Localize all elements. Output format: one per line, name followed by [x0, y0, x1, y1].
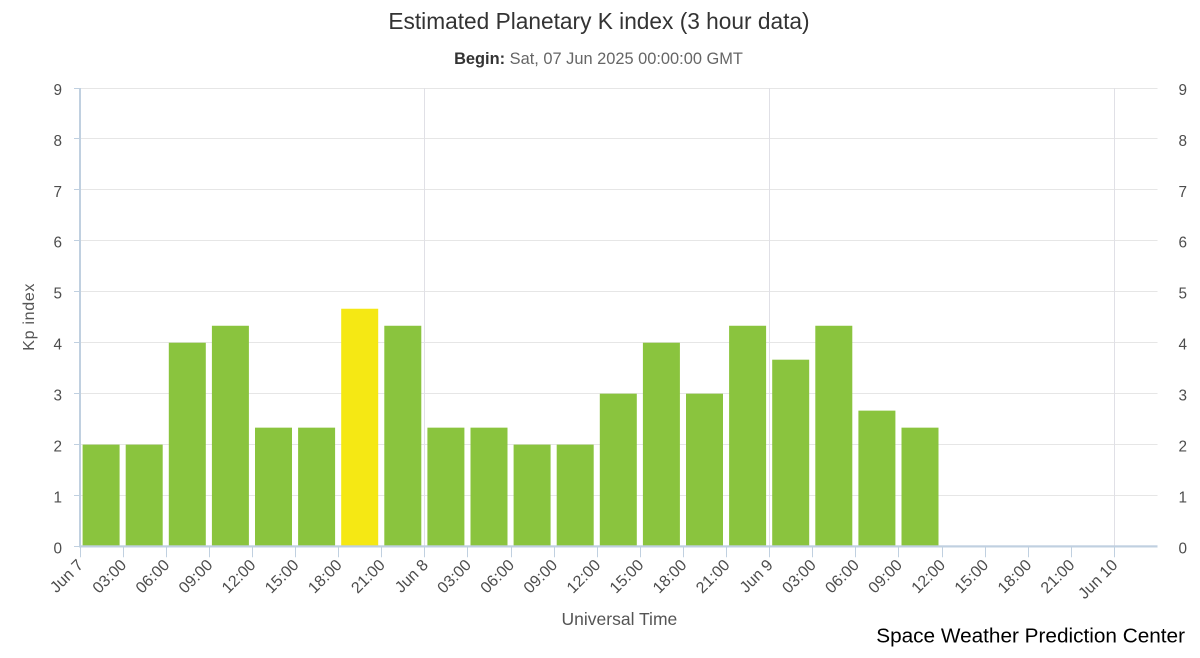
svg-text:2: 2	[53, 439, 62, 456]
svg-text:Begin: Sat, 07 Jun 2025 00:00:: Begin: Sat, 07 Jun 2025 00:00:00 GMT	[454, 50, 743, 68]
svg-text:0: 0	[53, 540, 62, 557]
svg-text:8: 8	[1179, 133, 1188, 150]
svg-text:5: 5	[53, 286, 62, 303]
svg-text:7: 7	[53, 184, 62, 201]
svg-text:Universal Time: Universal Time	[562, 609, 678, 629]
svg-text:9: 9	[53, 82, 62, 99]
svg-text:3: 3	[53, 388, 62, 405]
svg-text:4: 4	[53, 337, 62, 354]
svg-text:9: 9	[1179, 82, 1188, 99]
svg-text:8: 8	[53, 133, 62, 150]
svg-text:Space Weather Prediction Cente: Space Weather Prediction Center	[876, 625, 1185, 648]
svg-text:4: 4	[1179, 337, 1188, 354]
svg-text:0: 0	[1179, 540, 1188, 557]
svg-text:6: 6	[53, 235, 62, 252]
svg-text:1: 1	[1179, 489, 1188, 506]
svg-text:Estimated Planetary K index (3: Estimated Planetary K index (3 hour data…	[388, 8, 809, 34]
svg-text:2: 2	[1179, 439, 1188, 456]
svg-text:Kp index: Kp index	[21, 283, 38, 351]
svg-text:1: 1	[53, 489, 62, 506]
svg-text:7: 7	[1179, 184, 1188, 201]
svg-text:5: 5	[1179, 286, 1188, 303]
svg-text:3: 3	[1179, 388, 1188, 405]
svg-text:6: 6	[1179, 235, 1188, 252]
